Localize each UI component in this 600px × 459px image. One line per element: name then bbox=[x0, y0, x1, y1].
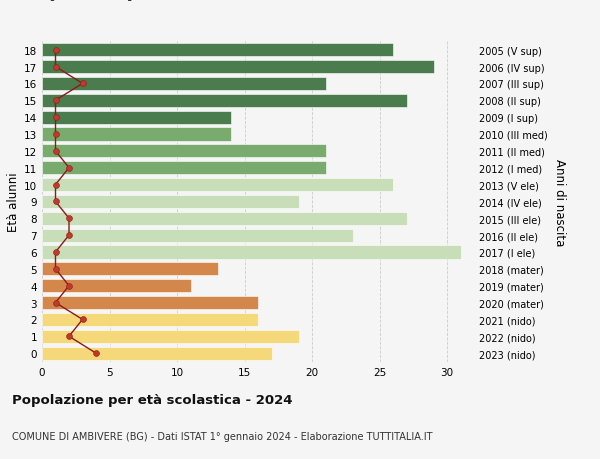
Bar bbox=[42, 313, 258, 326]
Bar bbox=[42, 111, 231, 124]
Point bbox=[64, 165, 74, 172]
Point bbox=[64, 232, 74, 239]
Bar bbox=[42, 44, 393, 57]
Point bbox=[51, 64, 61, 71]
Point bbox=[51, 249, 61, 256]
Point bbox=[78, 316, 88, 324]
Bar bbox=[42, 61, 434, 74]
Bar bbox=[42, 246, 461, 259]
Bar bbox=[42, 95, 407, 107]
Text: Popolazione per età scolastica - 2024: Popolazione per età scolastica - 2024 bbox=[12, 393, 293, 406]
Bar bbox=[42, 330, 299, 343]
Point bbox=[51, 266, 61, 273]
Point bbox=[51, 148, 61, 155]
Text: COMUNE DI AMBIVERE (BG) - Dati ISTAT 1° gennaio 2024 - Elaborazione TUTTITALIA.I: COMUNE DI AMBIVERE (BG) - Dati ISTAT 1° … bbox=[12, 431, 433, 441]
Point bbox=[64, 215, 74, 223]
Bar bbox=[42, 297, 258, 309]
Point bbox=[51, 97, 61, 105]
Bar bbox=[42, 128, 231, 141]
Bar bbox=[42, 162, 326, 175]
Point bbox=[64, 333, 74, 340]
Bar bbox=[42, 179, 393, 192]
Bar bbox=[42, 196, 299, 208]
Point bbox=[51, 114, 61, 122]
Point bbox=[51, 181, 61, 189]
Point bbox=[51, 131, 61, 138]
Point bbox=[64, 282, 74, 290]
Bar bbox=[42, 347, 272, 360]
Point bbox=[51, 299, 61, 307]
Bar bbox=[42, 263, 218, 276]
Bar bbox=[42, 78, 326, 91]
Legend: Sec. II grado, Sec. I grado, Scuola Primaria, Scuola Infanzia, Asilo Nido, Stran: Sec. II grado, Sec. I grado, Scuola Prim… bbox=[0, 0, 473, 5]
Bar bbox=[42, 280, 191, 293]
Point bbox=[78, 80, 88, 88]
Bar bbox=[42, 145, 326, 158]
Bar bbox=[42, 212, 407, 225]
Point bbox=[51, 198, 61, 206]
Y-axis label: Età alunni: Età alunni bbox=[7, 172, 20, 232]
Point bbox=[91, 350, 101, 357]
Y-axis label: Anni di nascita: Anni di nascita bbox=[553, 158, 566, 246]
Bar bbox=[42, 229, 353, 242]
Point bbox=[51, 47, 61, 54]
